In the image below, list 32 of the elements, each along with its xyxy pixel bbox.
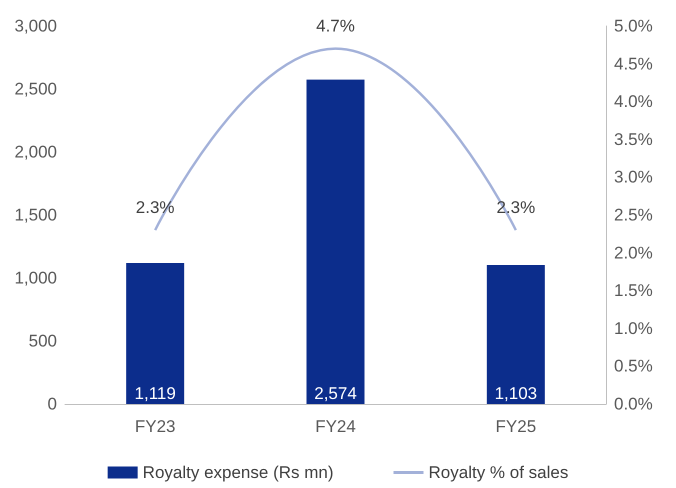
bar xyxy=(126,263,184,404)
y-tick-label: 0 xyxy=(48,394,57,414)
data-label: 2.3% xyxy=(496,198,536,218)
legend-label: Royalty expense (Rs mn) xyxy=(142,463,334,482)
data-label: 1,103 xyxy=(494,384,538,403)
bar xyxy=(306,80,364,404)
y2-tick-label: 3.5% xyxy=(614,130,653,149)
y2-tick-label: 1.0% xyxy=(614,318,653,338)
x-tick-label: FY24 xyxy=(315,417,356,436)
y-tick-label: 2,500 xyxy=(14,80,57,98)
x-tick-label: FY25 xyxy=(496,417,536,436)
y2-tick-label: 5.0% xyxy=(614,16,653,36)
y2-tick-label: 2.0% xyxy=(614,243,653,262)
data-label: 1,119 xyxy=(134,384,176,403)
y-tick-label: 3,000 xyxy=(14,16,57,36)
y-tick-label: 500 xyxy=(28,332,57,350)
y2-tick-label: 1.5% xyxy=(614,281,653,300)
y2-tick-label: 0.5% xyxy=(614,356,653,376)
data-label: 2,574 xyxy=(314,384,357,403)
y-tick-label: 1,500 xyxy=(14,206,57,224)
y2-tick-label: 3.0% xyxy=(614,168,653,187)
data-label: 2.3% xyxy=(136,198,175,218)
y2-tick-label: 4.0% xyxy=(614,92,653,112)
y2-tick-label: 4.5% xyxy=(614,54,653,74)
data-label: 4.7% xyxy=(316,16,355,36)
y-tick-label: 2,000 xyxy=(14,142,57,162)
legend-label: Royalty % of sales xyxy=(428,463,568,482)
x-tick-label: FY23 xyxy=(134,417,176,436)
y2-tick-label: 2.5% xyxy=(614,206,653,224)
bar xyxy=(486,265,545,404)
y-tick-label: 1,000 xyxy=(14,268,57,288)
y2-tick-label: 0.0% xyxy=(614,394,653,414)
